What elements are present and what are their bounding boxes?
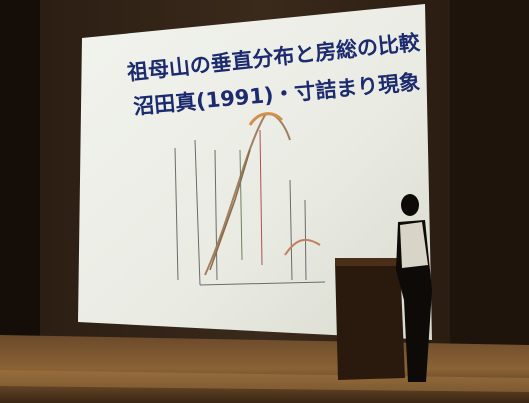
podium bbox=[335, 258, 405, 380]
photo: 祖母山の垂直分布と房総の比較 沼田真(1991)・寸詰まり現象 bbox=[0, 0, 529, 403]
left-curtain bbox=[0, 0, 40, 340]
page: 祖母山の垂直分布と房総の比較 沼田真(1991)・寸詰まり現象 (() => {… bbox=[0, 0, 529, 403]
stage-floor bbox=[0, 335, 529, 403]
right-curtain bbox=[450, 0, 529, 360]
